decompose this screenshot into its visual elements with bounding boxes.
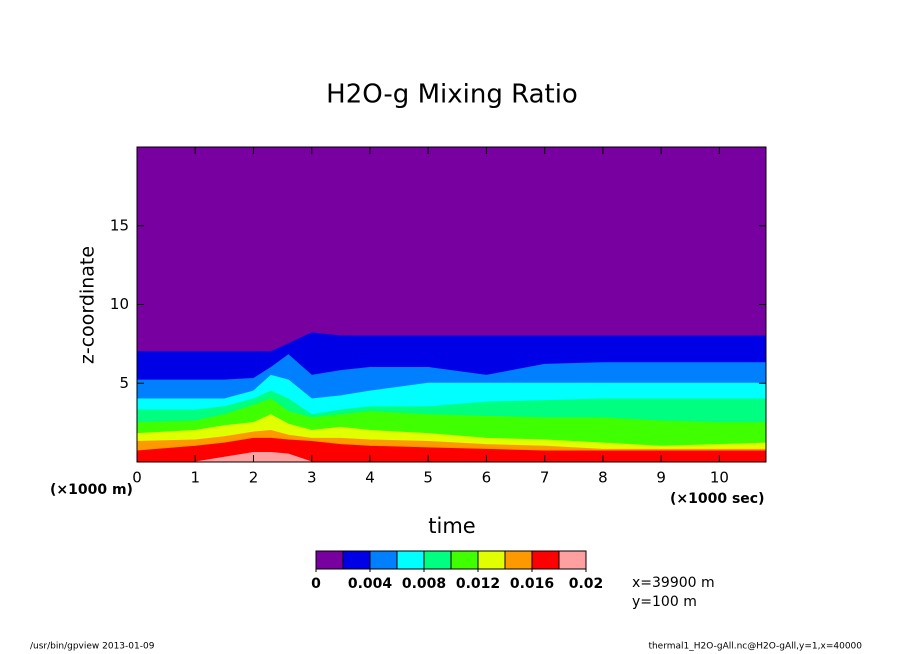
colorbar-box bbox=[315, 550, 344, 570]
contour-fill bbox=[137, 452, 766, 462]
x-tick-label: 7 bbox=[540, 469, 550, 487]
x-tick-label: 1 bbox=[190, 469, 200, 487]
x-tick-label: 0 bbox=[132, 469, 142, 487]
colorbar-box bbox=[423, 550, 452, 570]
contour-line bbox=[137, 390, 766, 416]
colorbar-box bbox=[450, 550, 479, 570]
contour-line bbox=[137, 354, 766, 381]
colorbar-tick-label: 0.016 bbox=[510, 576, 554, 592]
contour-line bbox=[137, 332, 766, 353]
colorbar-box bbox=[558, 550, 587, 570]
y-tick-label: 5 bbox=[119, 374, 129, 392]
x-tick-label: 2 bbox=[249, 469, 259, 487]
note: x=39900 m bbox=[632, 575, 715, 591]
contour-line bbox=[136, 437, 766, 452]
colorbar-box bbox=[342, 550, 371, 570]
colorbar-tick-label: 0.008 bbox=[402, 576, 446, 592]
footer-right: thermal1_H2O-gAll.nc@H2O-gAll,y=1,x=4000… bbox=[648, 642, 862, 652]
y-unit: (×1000 m) bbox=[50, 482, 133, 498]
colorbar-box bbox=[396, 550, 425, 570]
x-tick-label: 5 bbox=[423, 469, 433, 487]
contour-line bbox=[137, 374, 766, 400]
colorbar-tick-label: 0.004 bbox=[348, 576, 393, 592]
footer-left: /usr/bin/gpview 2013-01-09 bbox=[30, 642, 155, 652]
x-tick-label: 4 bbox=[365, 469, 375, 487]
x-tick-label: 3 bbox=[307, 469, 317, 487]
colorbar-tick-label: 0.012 bbox=[456, 576, 500, 592]
note: y=100 m bbox=[632, 594, 697, 610]
colorbar-tick-label: 0 bbox=[311, 576, 321, 592]
x-axis-label: time bbox=[428, 514, 475, 538]
x-unit: (×1000 sec) bbox=[670, 491, 765, 507]
colorbar-tick-label: 0.02 bbox=[569, 576, 604, 592]
y-tick-label: 15 bbox=[110, 216, 129, 234]
colorbar-box bbox=[531, 550, 560, 570]
x-tick-label: 6 bbox=[482, 469, 492, 487]
colorbar-box bbox=[477, 550, 506, 570]
x-tick-label: 9 bbox=[656, 469, 666, 487]
colorbar-box bbox=[504, 550, 533, 570]
y-tick-label: 10 bbox=[110, 295, 129, 313]
chart-title: H2O-g Mixing Ratio bbox=[326, 80, 578, 110]
contour-line bbox=[136, 429, 766, 450]
contour-line bbox=[136, 414, 767, 447]
x-tick-label: 8 bbox=[598, 469, 608, 487]
colorbar-box bbox=[369, 550, 398, 570]
x-tick-label: 10 bbox=[710, 469, 729, 487]
y-axis-label: z-coordinate bbox=[77, 246, 99, 364]
contour-line bbox=[136, 398, 766, 424]
